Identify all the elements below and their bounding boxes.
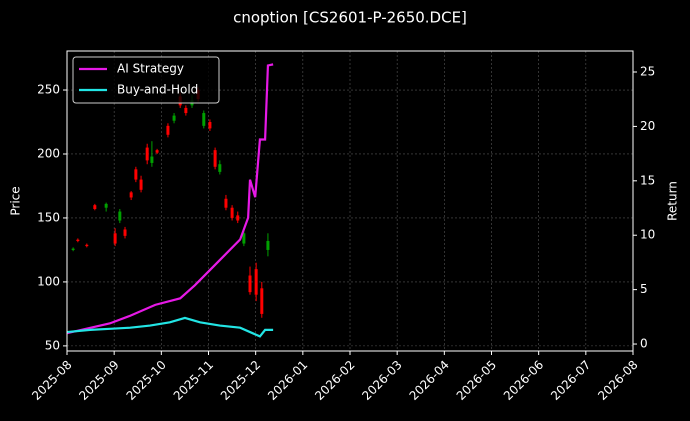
legend-label: AI Strategy [117, 62, 184, 76]
x-tick-label: 2026-01 [265, 358, 310, 403]
x-tick-label: 2026-06 [501, 358, 546, 403]
candle-body [213, 150, 217, 167]
y2-tick-label: 15 [640, 173, 655, 187]
candle-body [260, 288, 264, 314]
candle-body [218, 164, 222, 172]
x-tick-label: 2026-02 [312, 358, 357, 403]
x-tick-label: 2025-12 [218, 358, 263, 403]
candle-body [248, 275, 252, 293]
candle-body [236, 215, 240, 221]
line-series [66, 63, 274, 335]
candle-body [145, 147, 149, 161]
legend-box [72, 56, 220, 104]
candle-body [242, 233, 246, 244]
candle-body [266, 240, 270, 250]
candle-body [202, 113, 206, 126]
x-tick-label: 2026-03 [359, 358, 404, 403]
x-tick-label: 2026-05 [454, 358, 499, 403]
candle-body [139, 179, 143, 190]
y-tick-label: 100 [37, 274, 60, 288]
candle-body [93, 205, 97, 209]
candle-body [254, 269, 258, 295]
candle-body [230, 207, 234, 218]
candle-body [129, 192, 133, 198]
x-tick-label: 2025-11 [171, 358, 216, 403]
y2-tick-label: 0 [640, 337, 648, 351]
candle-body [123, 229, 127, 236]
chart-title: cnoption [CS2601-P-2650.DCE] [233, 9, 467, 27]
y-tick-label: 200 [37, 146, 60, 160]
x-tick-label: 2025-09 [76, 358, 121, 403]
legend: AI Strategy Buy-and-Hold [72, 56, 220, 104]
y2-axis-label: Return [666, 181, 680, 221]
candle-body [184, 107, 188, 114]
candle-body [208, 122, 212, 129]
line-series [66, 316, 274, 338]
y-tick-label: 250 [37, 83, 60, 97]
candle-body [166, 125, 170, 135]
y-axis-label: Price [9, 186, 23, 215]
x-tick-label: 2025-10 [124, 358, 169, 403]
candle-body [85, 244, 89, 247]
legend-label: Buy-and-Hold [117, 83, 198, 97]
candle-body [118, 211, 122, 221]
x-tick-label: 2026-08 [595, 358, 640, 403]
candle-body [172, 115, 176, 121]
candle-body [113, 233, 117, 244]
y2-tick-label: 20 [640, 119, 655, 133]
x-tick-label: 2026-04 [407, 358, 452, 403]
y2-tick-label: 5 [640, 282, 648, 296]
x-tick-label: 2025-08 [29, 358, 74, 403]
plot-frame [66, 50, 634, 352]
y-tick-label: 150 [37, 210, 60, 224]
candle-body [150, 156, 154, 163]
candle-body [224, 198, 228, 208]
x-tick-label: 2026-07 [548, 358, 593, 403]
y-tick-label: 50 [45, 338, 60, 352]
candle-body [76, 239, 80, 241]
candle-body [134, 169, 138, 180]
y2-tick-label: 25 [640, 65, 655, 79]
y2-tick-label: 10 [640, 228, 655, 242]
candle-body [155, 150, 159, 153]
candle-body [104, 203, 108, 208]
candle-body [71, 248, 75, 250]
